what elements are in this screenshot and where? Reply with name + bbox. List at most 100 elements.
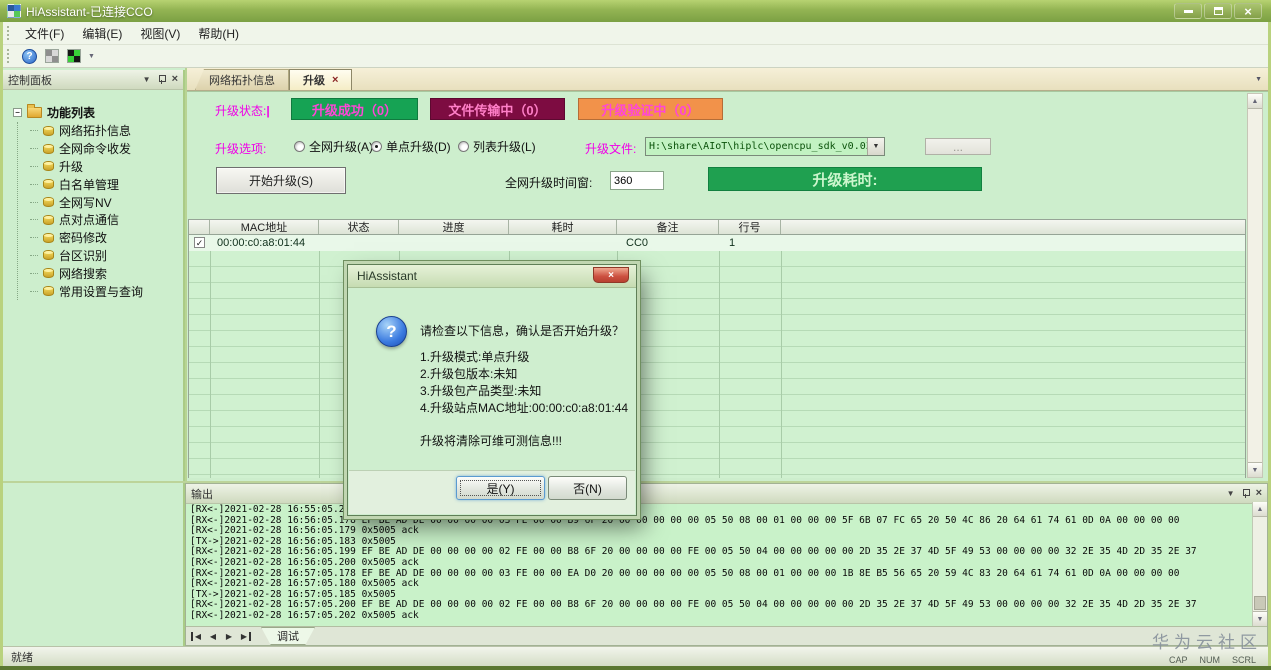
document-tabbar: 网络拓扑信息 升级 × ▼ bbox=[187, 68, 1268, 91]
log-line: [RX<-]2021-02-28 16:56:05.200 0x5005 ack bbox=[190, 556, 419, 568]
header-line-no[interactable]: 行号 bbox=[719, 220, 781, 234]
checker-gray-icon[interactable] bbox=[45, 49, 59, 63]
tree-root[interactable]: − 功能列表 bbox=[13, 103, 183, 120]
keyboard-indicators: CAP NUM SCRL bbox=[1169, 649, 1256, 665]
sidebar-item-label: 网络拓扑信息 bbox=[59, 124, 132, 139]
scroll-down-icon[interactable]: ▼ bbox=[1248, 462, 1262, 477]
status-success-button[interactable]: 升级成功（0） bbox=[291, 98, 418, 120]
database-icon bbox=[43, 179, 54, 190]
menu-edit[interactable]: 编辑(E) bbox=[82, 26, 123, 41]
time-window-label: 全网升级时间窗: bbox=[505, 176, 593, 190]
scroll-down-icon[interactable]: ▼ bbox=[1253, 611, 1267, 626]
toolbar-overflow-icon[interactable]: ▼ bbox=[88, 52, 95, 60]
toolbar-grip[interactable] bbox=[7, 49, 11, 63]
radio-list[interactable]: 列表升级(L) bbox=[458, 138, 536, 155]
radio-label: 单点升级(D) bbox=[386, 140, 451, 154]
sidebar-item-command[interactable]: 全网命令收发 bbox=[30, 140, 183, 158]
menubar-grip[interactable] bbox=[7, 26, 11, 40]
dialog-titlebar: HiAssistant bbox=[348, 265, 636, 288]
titlebar: HiAssistant-已连接CCO × bbox=[0, 0, 1271, 22]
next-tab-icon[interactable]: ▶ bbox=[225, 631, 233, 641]
yes-button[interactable]: 是(Y) bbox=[456, 476, 545, 500]
upgrade-file-combobox[interactable]: H:\share\AIoT\hiplc\opencpu_sdk_v0.03_hw… bbox=[645, 137, 885, 156]
output-log[interactable]: [RX<-]2021-02-28 16:55:05.201 0x50 [RX<-… bbox=[186, 502, 1251, 626]
header-checkbox-col[interactable] bbox=[189, 220, 210, 234]
sidebar-item-settings[interactable]: 常用设置与查询 bbox=[30, 282, 183, 300]
sidebar-item-password[interactable]: 密码修改 bbox=[30, 229, 183, 247]
help-icon[interactable]: ? bbox=[22, 48, 37, 64]
radio-full-network[interactable]: 全网升级(A) bbox=[294, 138, 373, 155]
checker-green-icon[interactable] bbox=[67, 49, 81, 63]
prev-tab-icon[interactable]: ◀ bbox=[209, 631, 217, 641]
header-progress[interactable]: 进度 bbox=[399, 220, 509, 234]
collapse-icon[interactable]: − bbox=[13, 107, 22, 117]
combo-dropdown-icon[interactable]: ▼ bbox=[867, 138, 884, 155]
radio-label: 全网升级(A) bbox=[309, 140, 373, 154]
radio-single-point[interactable]: 单点升级(D) bbox=[371, 138, 451, 155]
first-tab-icon[interactable]: ◀ bbox=[191, 631, 203, 641]
row-checkbox[interactable]: ✓ bbox=[194, 237, 205, 248]
num-indicator: NUM bbox=[1199, 654, 1220, 665]
sidebar-item-whitelist[interactable]: 白名单管理 bbox=[30, 175, 183, 193]
time-window-input[interactable] bbox=[610, 171, 664, 190]
start-upgrade-button[interactable]: 开始升级(S) bbox=[216, 167, 346, 194]
log-line: [RX<-]2021-02-28 16:57:05.200 EF BE AD D… bbox=[190, 599, 1197, 611]
maximize-button[interactable] bbox=[1204, 3, 1232, 19]
header-mac[interactable]: MAC地址 bbox=[210, 220, 319, 234]
radio-checked-icon bbox=[371, 141, 382, 152]
database-icon bbox=[43, 143, 54, 154]
output-scrollbar[interactable]: ▲ ▼ bbox=[1252, 502, 1267, 626]
chevron-down-icon[interactable]: ▼ bbox=[142, 75, 151, 84]
tab-overflow-icon[interactable]: ▼ bbox=[1255, 76, 1262, 83]
last-tab-icon[interactable]: ▶ bbox=[239, 631, 251, 641]
panel-close-icon[interactable]: × bbox=[171, 73, 178, 85]
scroll-up-icon[interactable]: ▲ bbox=[1253, 502, 1267, 517]
menu-file[interactable]: 文件(F) bbox=[25, 26, 65, 41]
log-line: [RX<-]2021-02-28 16:57:05.178 EF BE AD D… bbox=[190, 567, 1180, 579]
browse-button[interactable]: ... bbox=[925, 138, 991, 155]
scroll-thumb[interactable] bbox=[1254, 596, 1266, 610]
tab-close-icon[interactable]: × bbox=[332, 74, 339, 86]
sidebar-item-label: 白名单管理 bbox=[59, 177, 120, 192]
tab-upgrade[interactable]: 升级 × bbox=[289, 69, 353, 90]
app-icon[interactable] bbox=[7, 4, 21, 18]
control-panel-title: 控制面板 bbox=[8, 74, 52, 87]
sidebar-item-write-nv[interactable]: 全网写NV bbox=[30, 193, 183, 211]
sidebar-item-search[interactable]: 网络搜索 bbox=[30, 264, 183, 282]
no-button[interactable]: 否(N) bbox=[548, 476, 627, 500]
close-button[interactable]: × bbox=[1234, 3, 1262, 19]
menu-help[interactable]: 帮助(H) bbox=[198, 26, 239, 41]
sidebar-item-p2p[interactable]: 点对点通信 bbox=[30, 211, 183, 229]
minimize-button[interactable] bbox=[1174, 3, 1202, 19]
chevron-down-icon[interactable]: ▼ bbox=[1226, 489, 1235, 498]
table-row[interactable]: ✓ 00:00:c0:a8:01:44 CC0 1 bbox=[189, 235, 1245, 251]
log-line: [RX<-]2021-02-28 16:56:05.178 EF BE AD D… bbox=[190, 514, 1180, 526]
elapsed-time-banner: 升级耗时: bbox=[708, 167, 982, 191]
header-status[interactable]: 状态 bbox=[319, 220, 399, 234]
upgrade-status-label: 升级状态:| bbox=[215, 104, 270, 118]
sidebar-item-station[interactable]: 台区识别 bbox=[30, 247, 183, 265]
scroll-up-icon[interactable]: ▲ bbox=[1248, 94, 1262, 109]
header-note[interactable]: 备注 bbox=[617, 220, 719, 234]
cell-line-no: 1 bbox=[729, 237, 736, 249]
radio-label: 列表升级(L) bbox=[473, 140, 536, 154]
cell-mac: 00:00:c0:a8:01:44 bbox=[217, 237, 306, 249]
header-elapsed[interactable]: 耗时 bbox=[509, 220, 617, 234]
status-verify-button[interactable]: 升级验证中（0） bbox=[578, 98, 723, 120]
dialog-close-button[interactable]: × bbox=[593, 267, 629, 283]
status-transfer-button[interactable]: 文件传输中（0） bbox=[430, 98, 565, 120]
output-close-icon[interactable]: × bbox=[1255, 487, 1262, 499]
upgrade-options-label: 升级选项: bbox=[215, 142, 267, 156]
sidebar-item-upgrade[interactable]: 升级 bbox=[30, 158, 183, 176]
tab-debug[interactable]: 调试 bbox=[261, 627, 315, 645]
database-icon bbox=[43, 232, 54, 243]
vertical-splitter[interactable] bbox=[185, 68, 187, 481]
menu-view[interactable]: 视图(V) bbox=[140, 26, 181, 41]
pin-icon[interactable] bbox=[1242, 489, 1250, 498]
main-scrollbar[interactable]: ▲ ▼ bbox=[1247, 93, 1263, 478]
cell-note: CC0 bbox=[626, 237, 649, 249]
dialog-title: HiAssistant bbox=[357, 269, 418, 283]
pin-icon[interactable] bbox=[158, 75, 166, 84]
tab-topology[interactable]: 网络拓扑信息 bbox=[195, 69, 289, 90]
sidebar-item-topology[interactable]: 网络拓扑信息 bbox=[30, 122, 183, 140]
